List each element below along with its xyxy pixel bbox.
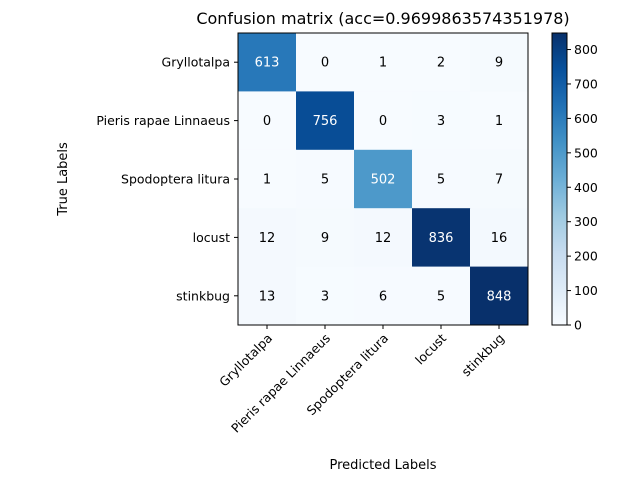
heatmap-cell — [354, 208, 413, 268]
heatmap-cell — [412, 91, 471, 151]
cell-value-label: 9 — [495, 56, 503, 71]
colorbar-tick-label: 400 — [574, 180, 598, 195]
cell-value-label: 9 — [321, 231, 329, 246]
cell-value-label: 12 — [259, 231, 276, 246]
colorbar-tick-label: 200 — [574, 249, 598, 264]
x-tick-label: locust — [412, 330, 449, 367]
heatmap-cell — [296, 149, 355, 209]
cell-value-label: 0 — [379, 114, 387, 129]
colorbar-ticks: 0 100 200 300 400 500 600 700 800 — [567, 42, 598, 333]
heatmap-cell — [296, 91, 355, 151]
colorbar-tick-label: 300 — [574, 214, 598, 229]
y-tick-label: Gryllotalpa — [162, 55, 230, 70]
colorbar-tick-label: 600 — [574, 111, 598, 126]
colorbar-tick-label: 100 — [574, 283, 598, 298]
cell-value-label: 5 — [321, 173, 329, 188]
cell-value-label: 0 — [263, 114, 271, 129]
heatmap-cell — [412, 149, 471, 209]
cell-value-label: 7 — [495, 173, 503, 188]
x-tick-label: stinkbug — [458, 331, 507, 380]
y-tick-label: Pieris rapae Linnaeus — [96, 113, 230, 128]
cell-value-label: 2 — [437, 56, 445, 71]
cell-value-label: 1 — [263, 173, 271, 188]
cell-value-label: 5 — [437, 289, 445, 304]
cell-value-label: 756 — [313, 114, 338, 129]
colorbar-tick-label: 700 — [574, 76, 598, 91]
cell-value-label: 1 — [379, 56, 387, 71]
heatmap-cell — [412, 33, 471, 92]
cell-value-label: 1 — [495, 114, 503, 129]
cell-value-label: 16 — [491, 231, 508, 246]
chart-title: Confusion matrix (acc=0.9699863574351978… — [196, 9, 569, 28]
heatmap-cell — [238, 266, 297, 326]
cell-value-label: 5 — [437, 173, 445, 188]
heatmap-cell — [470, 149, 529, 209]
colorbar-tick-label: 0 — [574, 318, 582, 333]
heatmap-cell — [354, 33, 413, 92]
y-axis-ticks: Gryllotalpa Pieris rapae Linnaeus Spodopte… — [96, 55, 238, 303]
cell-value-label: 13 — [259, 289, 276, 304]
heatmap-cell — [296, 208, 355, 268]
cell-value-label: 848 — [487, 289, 512, 304]
heatmap-cell — [354, 149, 413, 209]
heatmap-cell — [238, 33, 297, 92]
heatmap-cell — [412, 266, 471, 326]
heatmap-cell — [470, 33, 529, 92]
cell-value-label: 613 — [255, 56, 280, 71]
x-tick-label: Pieris rapae Linnaeus — [228, 331, 333, 436]
heatmap-cell — [238, 208, 297, 268]
cell-value-label: 0 — [321, 56, 329, 71]
heatmap-cell — [354, 91, 413, 151]
heatmap-cell — [470, 208, 529, 268]
y-tick-label: stinkbug — [176, 288, 230, 303]
cell-value-label: 836 — [429, 231, 454, 246]
heatmap-cell — [238, 149, 297, 209]
cell-value-label: 502 — [371, 173, 396, 188]
x-axis-label: Predicted Labels — [329, 458, 436, 473]
heatmap-cell — [238, 91, 297, 151]
cell-value-label: 12 — [375, 231, 392, 246]
heatmap-cell — [470, 266, 529, 326]
colorbar-tick-label: 800 — [574, 42, 598, 57]
heatmap-cell — [296, 266, 355, 326]
cell-value-label: 6 — [379, 289, 387, 304]
colorbar — [551, 32, 568, 326]
y-axis-label: True Labels — [56, 142, 71, 217]
heatmap-cell — [296, 33, 355, 92]
y-tick-label: Spodoptera litura — [121, 172, 230, 187]
heatmap-cell — [412, 208, 471, 268]
cell-value-label: 3 — [437, 114, 445, 129]
colorbar-tick-label: 500 — [574, 145, 598, 160]
cell-value-label: 3 — [321, 289, 329, 304]
y-tick-label: locust — [193, 230, 230, 245]
heatmap-cell — [354, 266, 413, 326]
heatmap-cell — [470, 91, 529, 151]
x-tick-label: Gryllotalpa — [216, 331, 275, 390]
